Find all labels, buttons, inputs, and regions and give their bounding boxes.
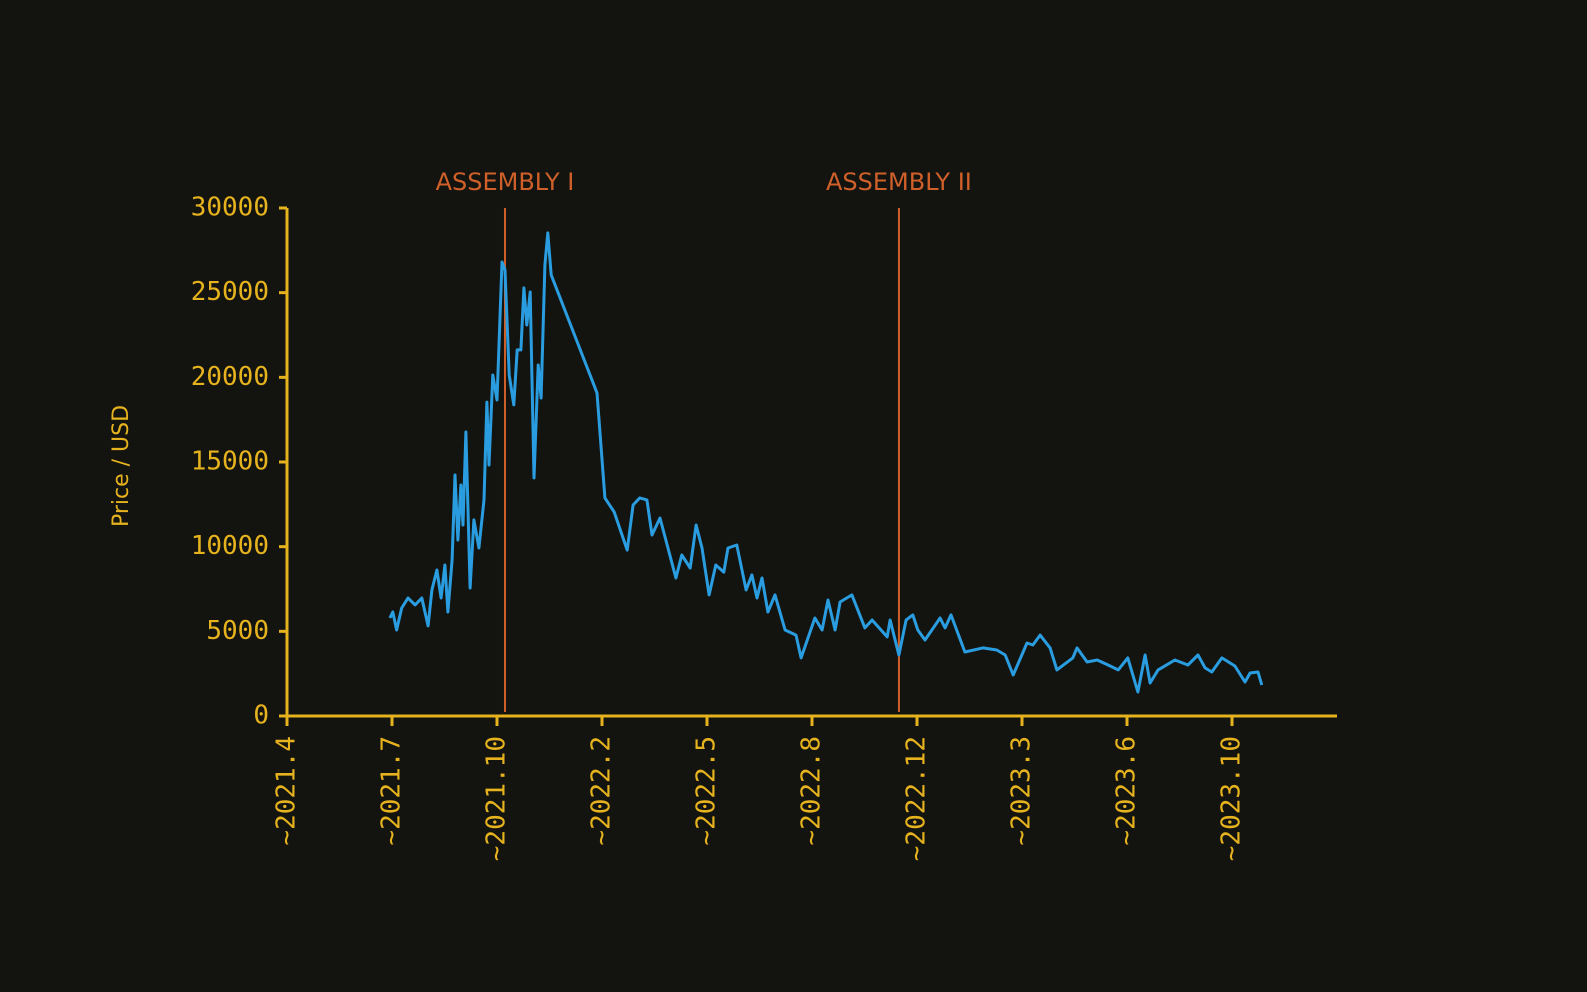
x-tick-label: ~2023.3 bbox=[1007, 736, 1037, 846]
x-tick-label: ~2022.12 bbox=[902, 736, 932, 861]
x-tick-label: ~2021.7 bbox=[377, 736, 407, 846]
x-tick-label: ~2022.8 bbox=[797, 736, 827, 846]
x-tick-label: ~2023.10 bbox=[1217, 736, 1247, 861]
x-tick-label: ~2022.5 bbox=[692, 736, 722, 846]
y-tick-label: 5000 bbox=[206, 616, 269, 646]
y-tick-label: 25000 bbox=[191, 277, 269, 307]
y-tick-label: 15000 bbox=[191, 447, 269, 477]
y-tick-label: 0 bbox=[253, 701, 269, 731]
annotation-label: ASSEMBLY II bbox=[826, 168, 972, 196]
y-axis-label: Price / USD bbox=[109, 405, 134, 527]
y-tick-label: 10000 bbox=[191, 531, 269, 561]
x-tick-label: ~2021.10 bbox=[482, 736, 512, 861]
x-tick-label: ~2021.4 bbox=[272, 736, 302, 846]
y-tick-label: 20000 bbox=[191, 362, 269, 392]
x-tick-label: ~2022.2 bbox=[587, 736, 617, 846]
y-tick-label: 30000 bbox=[191, 193, 269, 223]
x-tick-label: ~2023.6 bbox=[1112, 736, 1142, 846]
annotation-label: ASSEMBLY I bbox=[436, 168, 575, 196]
price-line bbox=[388, 231, 1264, 694]
